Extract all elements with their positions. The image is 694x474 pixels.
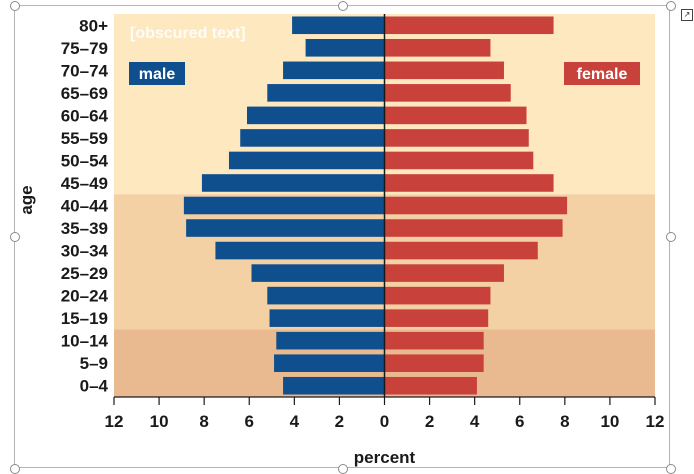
bar-female-35–39 bbox=[384, 219, 563, 237]
bar-male-20–24 bbox=[267, 286, 385, 305]
x-tick-label: 10 bbox=[600, 412, 619, 431]
y-tick-label: 40–44 bbox=[61, 197, 109, 216]
bar-female-5–9 bbox=[384, 354, 484, 372]
bar-male-0–4 bbox=[283, 376, 385, 395]
x-tick-label: 4 bbox=[470, 412, 480, 431]
y-tick-label: 60–64 bbox=[61, 106, 109, 125]
bar-male-70–74 bbox=[283, 61, 385, 80]
x-axis-title: percent bbox=[354, 448, 416, 467]
bar-female-15–19 bbox=[384, 309, 489, 327]
resize-handle-middle-right[interactable] bbox=[666, 232, 676, 242]
legend-female-box bbox=[564, 62, 640, 85]
bar-male-60–64 bbox=[246, 106, 385, 125]
x-tick-label: 2 bbox=[425, 412, 434, 431]
resize-handle-top-right[interactable] bbox=[666, 1, 676, 11]
x-tick-label: 4 bbox=[290, 412, 300, 431]
x-tick-label: 6 bbox=[245, 412, 254, 431]
bar-male-45–49 bbox=[201, 174, 385, 192]
resize-handle-middle-left[interactable] bbox=[10, 232, 20, 242]
bar-male-65–69 bbox=[267, 84, 385, 102]
bar-male-75–79 bbox=[305, 39, 385, 57]
bar-male-15–19 bbox=[269, 309, 385, 327]
y-tick-label: 80+ bbox=[79, 16, 108, 35]
bar-male-55–59 bbox=[240, 129, 385, 147]
y-tick-label: 55–59 bbox=[61, 129, 108, 148]
bar-male-80+ bbox=[292, 16, 385, 35]
resize-handle-top-middle[interactable] bbox=[338, 1, 348, 11]
bar-female-45–49 bbox=[384, 174, 554, 192]
bar-female-40–44 bbox=[384, 196, 568, 215]
y-tick-label: 75–79 bbox=[61, 39, 108, 58]
y-tick-label: 25–29 bbox=[61, 264, 108, 283]
y-tick-label: 35–39 bbox=[61, 219, 108, 238]
y-tick-label: 50–54 bbox=[61, 151, 109, 170]
bar-female-20–24 bbox=[384, 286, 491, 305]
bar-female-25–29 bbox=[384, 264, 504, 282]
y-tick-label: 65–69 bbox=[61, 84, 108, 103]
x-tick-label: 12 bbox=[646, 412, 665, 431]
bar-male-10–14 bbox=[276, 331, 385, 350]
legend-male-box bbox=[129, 62, 185, 85]
x-tick-label: 12 bbox=[105, 412, 124, 431]
bar-male-35–39 bbox=[186, 219, 385, 237]
bar-female-70–74 bbox=[384, 61, 504, 80]
y-tick-label: 70–74 bbox=[61, 61, 109, 80]
y-tick-label: 15–19 bbox=[61, 309, 108, 328]
bar-female-50–54 bbox=[384, 151, 534, 170]
y-axis-title: age bbox=[17, 185, 36, 214]
legend-male-label: male bbox=[139, 66, 176, 83]
bar-male-25–29 bbox=[251, 264, 385, 282]
bar-male-30–34 bbox=[215, 241, 385, 260]
layout-options-icon[interactable]: ↗ bbox=[681, 9, 693, 21]
resize-handle-top-left[interactable] bbox=[10, 1, 20, 11]
bar-female-10–14 bbox=[384, 331, 484, 350]
y-tick-label: 20–24 bbox=[61, 287, 109, 306]
bar-female-75–79 bbox=[384, 39, 491, 57]
y-tick-label: 45–49 bbox=[61, 174, 108, 193]
y-tick-label: 5–9 bbox=[80, 354, 108, 373]
x-tick-label: 8 bbox=[560, 412, 569, 431]
y-tick-label: 10–14 bbox=[61, 332, 109, 351]
x-tick-label: 2 bbox=[335, 412, 344, 431]
bar-female-65–69 bbox=[384, 84, 511, 102]
bar-female-60–64 bbox=[384, 106, 527, 125]
y-tick-label: 30–34 bbox=[61, 242, 109, 261]
x-tick-label: 6 bbox=[515, 412, 524, 431]
bar-female-55–59 bbox=[384, 129, 529, 147]
y-tick-label: 0–4 bbox=[80, 377, 109, 396]
legend-female-label: female bbox=[577, 66, 628, 83]
bar-female-80+ bbox=[384, 16, 554, 35]
bar-female-0–4 bbox=[384, 376, 477, 395]
bar-male-5–9 bbox=[274, 354, 385, 372]
x-tick-label: 8 bbox=[199, 412, 208, 431]
corner-watermark: [obscured text] bbox=[130, 25, 246, 42]
bar-male-40–44 bbox=[183, 196, 385, 215]
bar-female-30–34 bbox=[384, 241, 538, 260]
x-tick-label: 0 bbox=[380, 412, 389, 431]
x-tick-label: 10 bbox=[150, 412, 169, 431]
bar-male-50–54 bbox=[228, 151, 385, 170]
